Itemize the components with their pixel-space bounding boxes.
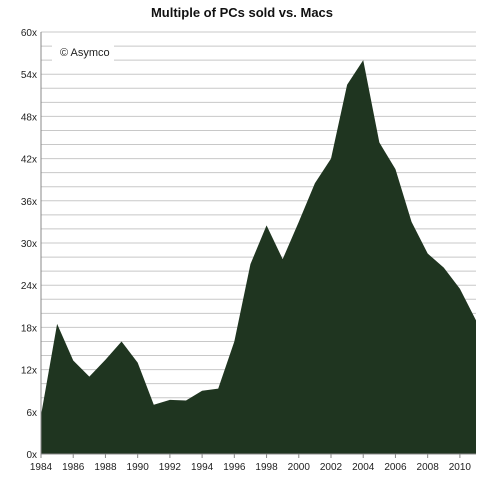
annotation-box: © Asymco [52, 42, 114, 62]
y-axis-ticks: 0x 6x 12x 18x 24x 30x 36x 42x 48x 54x 60x [21, 28, 37, 461]
y-tick-label: 54x [21, 70, 37, 81]
x-tick-label: 2002 [320, 462, 343, 473]
x-tick-label: 2008 [417, 462, 440, 473]
y-tick-label: 6x [26, 408, 37, 419]
y-tick-label: 42x [21, 155, 37, 166]
series-area [41, 60, 476, 455]
x-tick-label: 2010 [449, 462, 472, 473]
x-tick-label: 2004 [352, 462, 375, 473]
y-tick-label: 60x [21, 28, 37, 39]
y-tick-label: 12x [21, 366, 37, 377]
x-tick-label: 1994 [191, 462, 214, 473]
y-tick-label: 24x [21, 281, 37, 292]
y-tick-label: 48x [21, 112, 37, 123]
x-tick-label: 2006 [384, 462, 407, 473]
x-tick-label: 1990 [127, 462, 150, 473]
y-tick-label: 0x [26, 450, 37, 461]
copyright-annotation: © Asymco [60, 47, 110, 59]
annotation-background [52, 42, 114, 62]
x-tick-label: 1998 [255, 462, 278, 473]
y-tick-label: 36x [21, 197, 37, 208]
y-tick-label: 18x [21, 323, 37, 334]
x-tick-label: 1988 [94, 462, 117, 473]
x-tick-label: 1996 [223, 462, 246, 473]
y-tick-label: 30x [21, 239, 37, 250]
chart-title: Multiple of PCs sold vs. Macs [150, 5, 334, 20]
x-axis-ticks: 1984 1986 1988 1990 1992 1994 1996 1998 2000 2002… [30, 454, 472, 473]
x-tick-label: 2000 [288, 462, 311, 473]
x-tick-label: 1986 [62, 462, 85, 473]
axes [40, 32, 476, 455]
x-tick-label: 1992 [159, 462, 182, 473]
x-tick-label: 1984 [30, 462, 53, 473]
